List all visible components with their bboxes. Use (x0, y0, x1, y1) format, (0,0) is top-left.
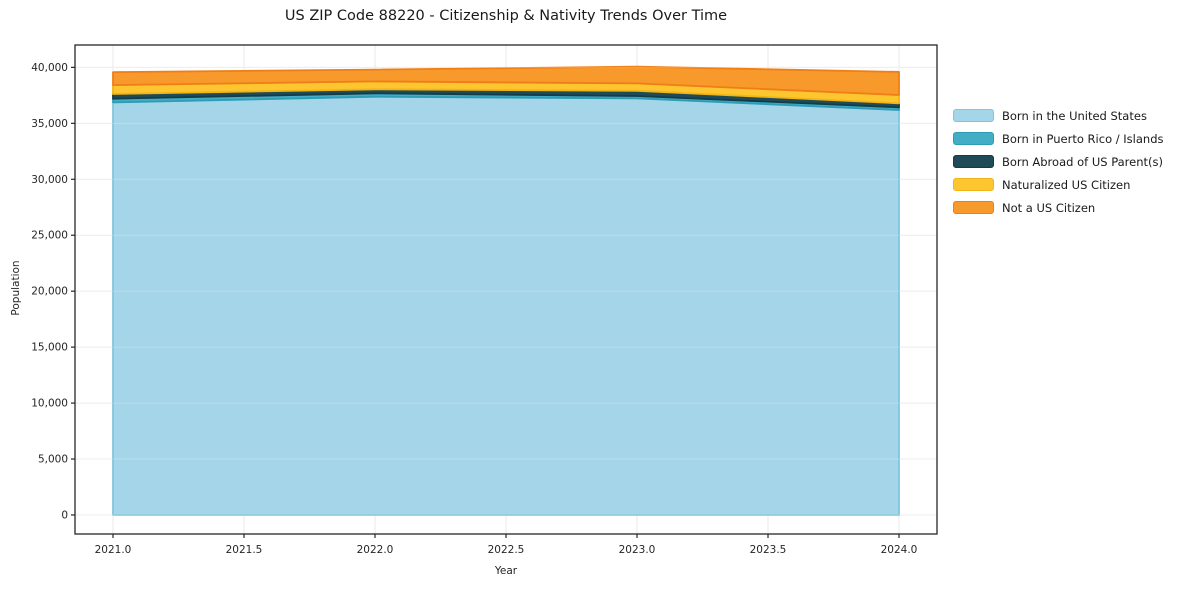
legend-swatch-born-abroad (953, 155, 994, 168)
svg-text:30,000: 30,000 (31, 174, 68, 186)
legend-swatch-not-citizen (953, 201, 994, 214)
svg-text:2021.0: 2021.0 (95, 544, 132, 556)
svg-text:40,000: 40,000 (31, 62, 68, 74)
svg-text:10,000: 10,000 (31, 398, 68, 410)
svg-text:15,000: 15,000 (31, 342, 68, 354)
legend-label-puerto-rico: Born in Puerto Rico / Islands (1002, 131, 1164, 146)
legend-label-born-us: Born in the United States (1002, 108, 1147, 123)
legend-label-not-citizen: Not a US Citizen (1002, 200, 1096, 215)
svg-text:2022.0: 2022.0 (357, 544, 394, 556)
svg-text:2024.0: 2024.0 (881, 544, 918, 556)
chart-title: US ZIP Code 88220 - Citizenship & Nativi… (284, 8, 728, 24)
legend-swatch-naturalized (953, 178, 994, 191)
svg-text:2023.0: 2023.0 (619, 544, 656, 556)
legend-label-born-abroad: Born Abroad of US Parent(s) (1002, 154, 1163, 169)
legend-item-naturalized: Naturalized US Citizen (953, 173, 1164, 196)
legend-item-puerto-rico: Born in Puerto Rico / Islands (953, 127, 1164, 150)
legend-item-born-us: Born in the United States (953, 104, 1164, 127)
svg-text:0: 0 (61, 510, 68, 522)
legend-label-naturalized: Naturalized US Citizen (1002, 177, 1131, 192)
x-axis-label: Year (494, 565, 518, 577)
svg-text:5,000: 5,000 (38, 454, 68, 466)
legend-item-not-citizen: Not a US Citizen (953, 196, 1164, 219)
legend-swatch-born-us (953, 109, 994, 122)
svg-text:25,000: 25,000 (31, 230, 68, 242)
legend: Born in the United States Born in Puerto… (953, 104, 1164, 219)
legend-swatch-puerto-rico (953, 132, 994, 145)
svg-text:2021.5: 2021.5 (226, 544, 263, 556)
legend-item-born-abroad: Born Abroad of US Parent(s) (953, 150, 1164, 173)
svg-text:35,000: 35,000 (31, 118, 68, 130)
y-axis-label: Population (10, 260, 22, 316)
svg-text:20,000: 20,000 (31, 286, 68, 298)
svg-text:2023.5: 2023.5 (750, 544, 787, 556)
svg-text:2022.5: 2022.5 (488, 544, 525, 556)
